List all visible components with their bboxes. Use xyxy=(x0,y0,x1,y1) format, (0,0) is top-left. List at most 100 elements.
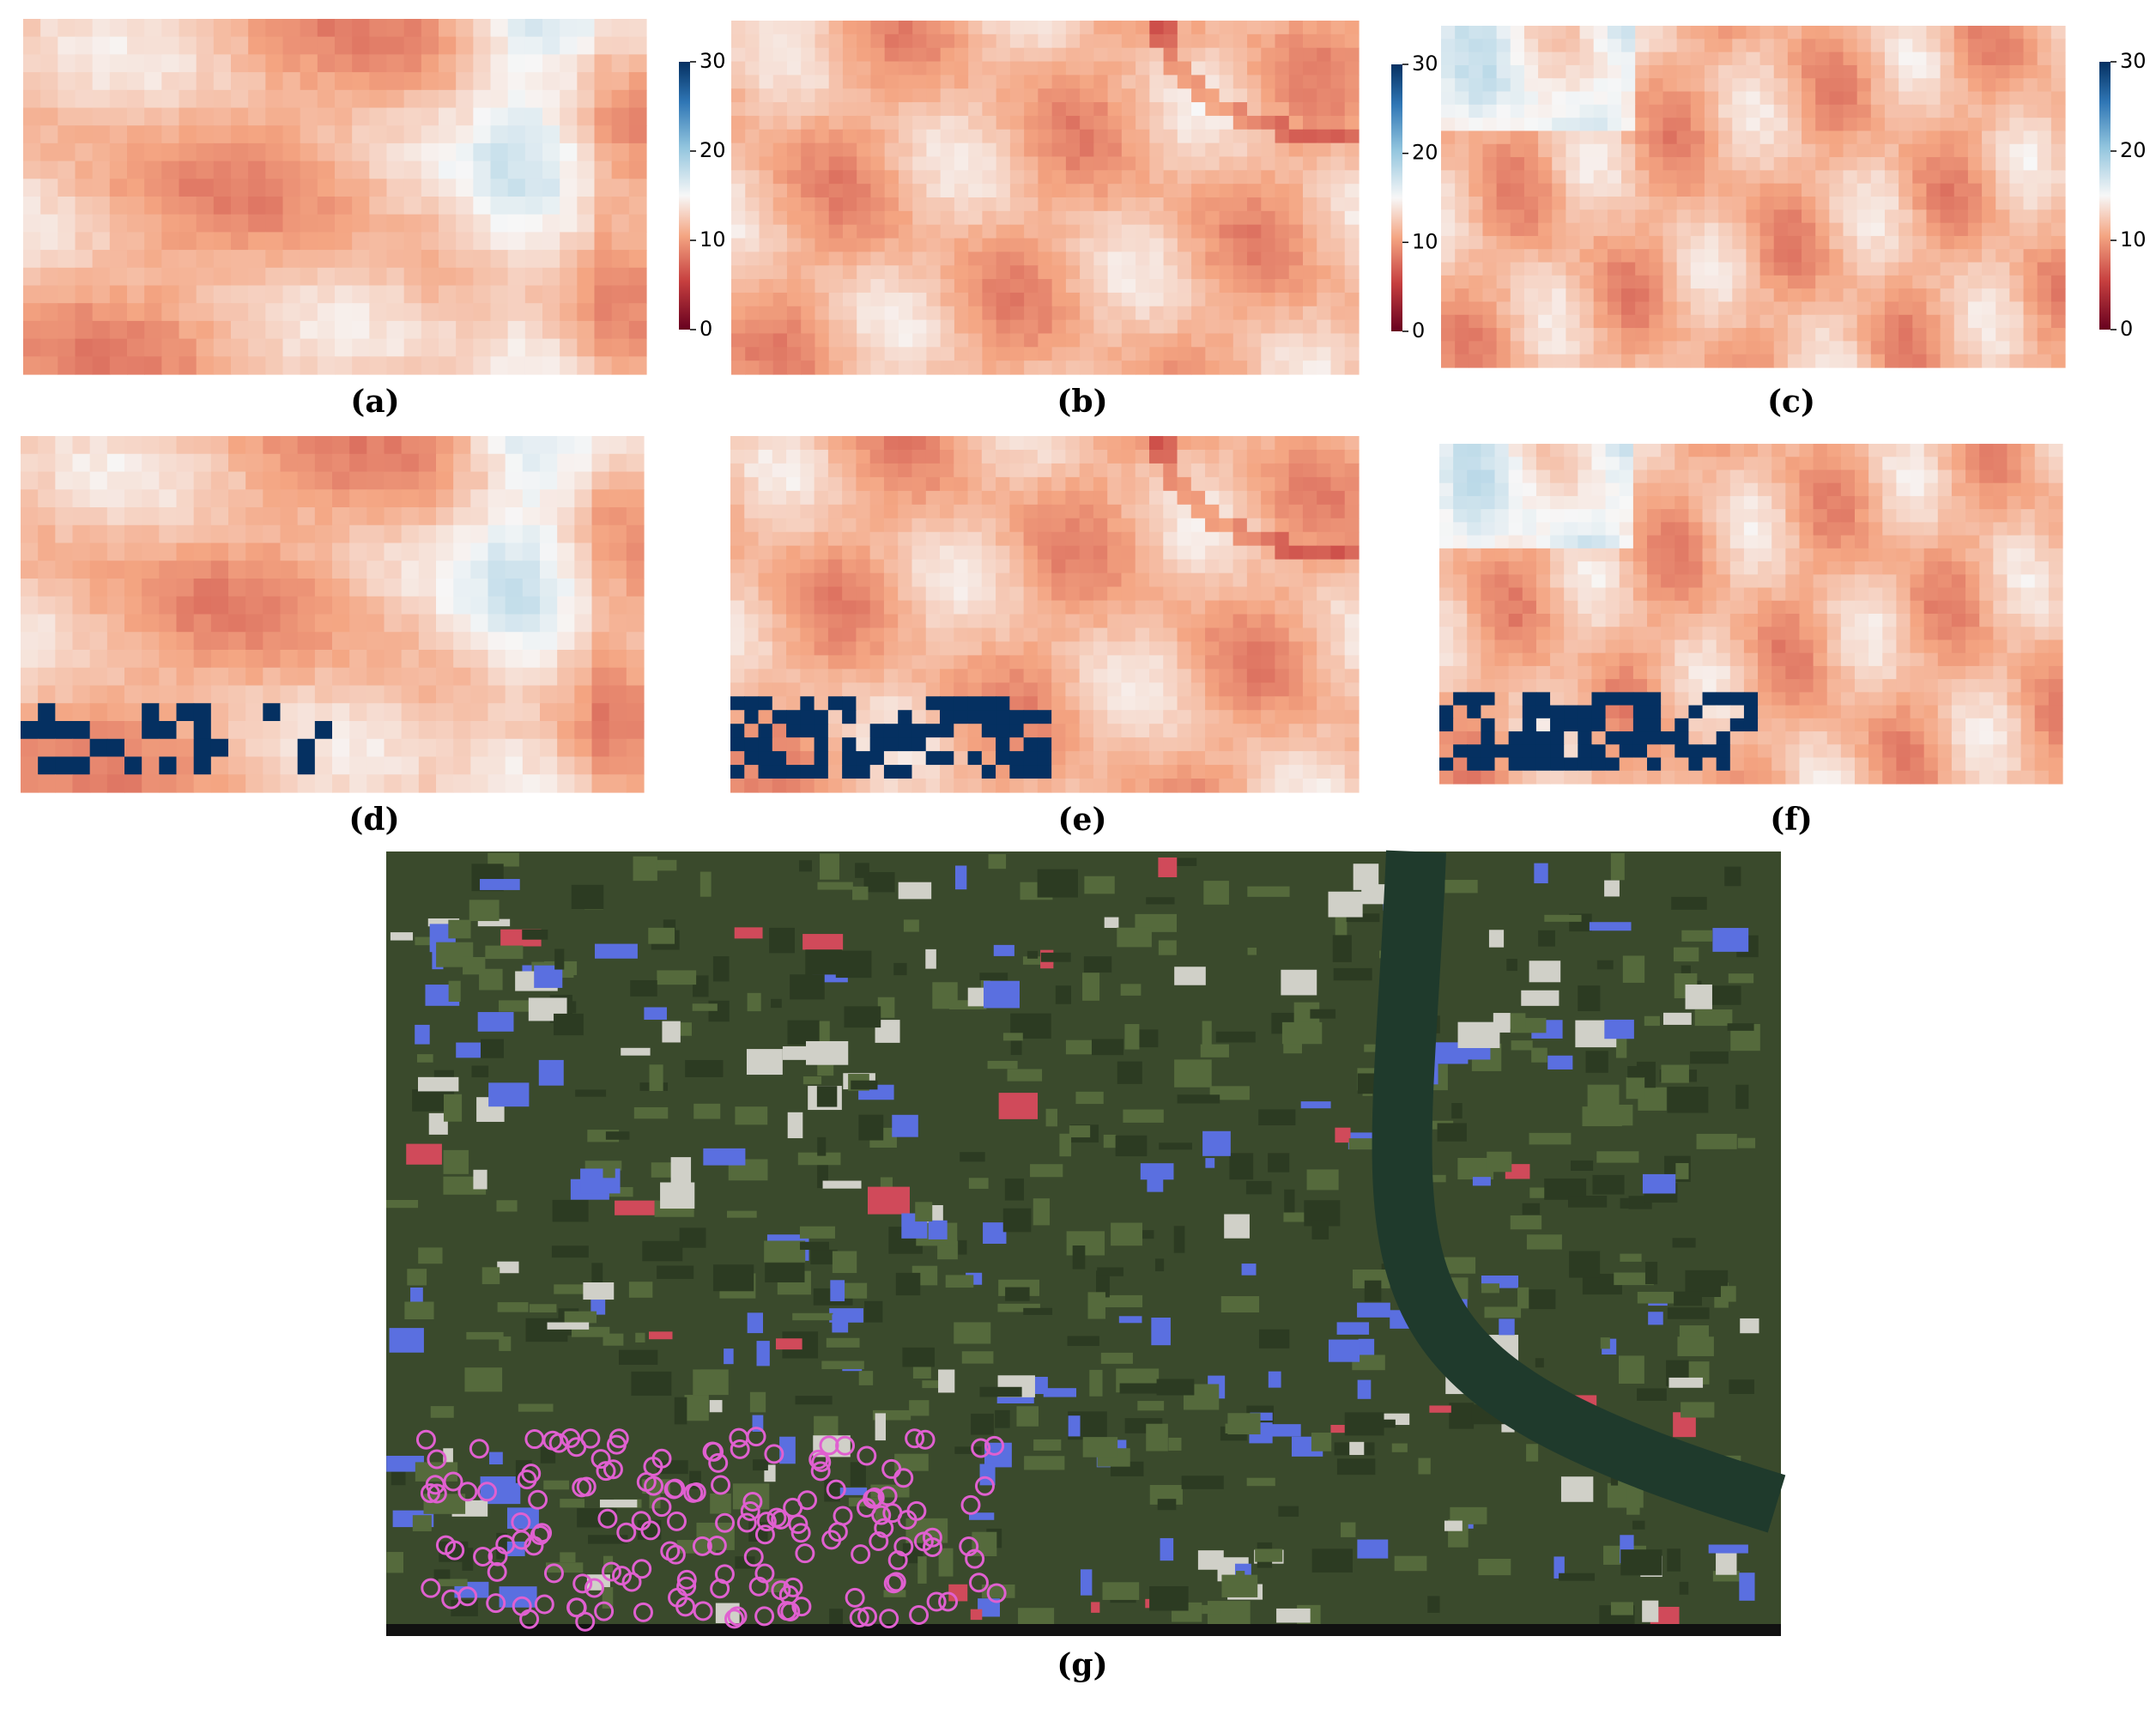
heatmap-cell xyxy=(314,524,333,544)
heatmap-cell xyxy=(1121,724,1136,738)
heatmap-cell xyxy=(870,102,886,117)
heatmap-cell xyxy=(730,600,745,615)
heatmap-cell xyxy=(401,667,420,687)
heatmap-cell xyxy=(954,265,969,280)
heatmap-cell xyxy=(940,682,954,697)
heatmap-cell xyxy=(1149,779,1164,793)
heatmap-cell xyxy=(1136,319,1150,335)
heatmap-cell xyxy=(1009,463,1025,478)
heatmap-cell xyxy=(1121,600,1136,615)
heatmap-cell xyxy=(300,303,318,322)
heatmap xyxy=(23,19,647,375)
heatmap-cell xyxy=(609,650,627,669)
heatmap-cell xyxy=(628,250,647,269)
heatmap-cell xyxy=(352,36,370,55)
heatmap-cell xyxy=(488,453,506,473)
heatmap-cell xyxy=(1996,183,2010,197)
heatmap-cell xyxy=(228,614,246,633)
heatmap-cell xyxy=(1038,142,1053,158)
heatmap-cell xyxy=(507,179,526,197)
heatmap-cell xyxy=(827,504,843,519)
heatmap-cell xyxy=(1593,52,1608,66)
heatmap-cell xyxy=(1038,319,1053,335)
heatmap-cell xyxy=(1190,573,1206,588)
heatmap-cell xyxy=(1121,696,1136,711)
heatmap-cell xyxy=(369,320,388,340)
heatmap-cell xyxy=(1593,235,1608,250)
heatmap-cell xyxy=(1261,436,1275,451)
heatmap-cell xyxy=(1593,130,1608,145)
heatmap-cell xyxy=(1773,157,1789,171)
heatmap-cell xyxy=(1121,710,1136,724)
heatmap-cell xyxy=(213,285,232,304)
heatmap-cell xyxy=(1910,444,1925,458)
heatmap-cell xyxy=(898,224,913,239)
heatmap-cell xyxy=(1232,504,1248,519)
heatmap-cell xyxy=(1746,301,1761,316)
heatmap-cell xyxy=(490,250,509,269)
heatmap-cell xyxy=(505,632,524,651)
heatmap-cell xyxy=(1344,61,1360,76)
heatmap-cell xyxy=(1149,449,1164,464)
heatmap-cell xyxy=(1967,209,1983,224)
heatmap-cell xyxy=(1829,354,1844,368)
heatmap-cell xyxy=(814,614,829,629)
heatmap-cell xyxy=(456,72,474,91)
heatmap-cell xyxy=(609,738,627,758)
heatmap-cell xyxy=(196,72,215,91)
heatmap-cell xyxy=(759,156,774,171)
heatmap-cell xyxy=(626,650,645,669)
heatmap-cell xyxy=(1205,279,1220,294)
heatmap-cell xyxy=(1288,449,1304,464)
heatmap-cell xyxy=(161,214,180,233)
heatmap-cell xyxy=(369,232,388,251)
heatmap-cell xyxy=(869,490,885,506)
heatmap-cell xyxy=(401,507,420,526)
heatmap-cell xyxy=(1621,104,1636,118)
heatmap-cell xyxy=(1787,170,1802,185)
heatmap-cell xyxy=(1107,518,1123,533)
heatmap-cell xyxy=(1718,301,1733,316)
heatmap-cell xyxy=(940,47,955,63)
heatmap-cell xyxy=(505,471,524,490)
heatmap-cell xyxy=(280,614,299,633)
heatmap-cell xyxy=(815,224,830,239)
heatmap-cell xyxy=(92,54,111,73)
heatmap-cell xyxy=(1607,157,1622,171)
heatmap-cell xyxy=(1190,559,1206,574)
heatmap-cell xyxy=(557,561,575,579)
heatmap-cell xyxy=(827,724,843,738)
heatmap-cell xyxy=(744,696,760,711)
heatmap-cell xyxy=(1759,39,1775,53)
heatmap-cell xyxy=(1899,143,1913,158)
heatmap-cell xyxy=(996,306,1011,321)
heatmap-cell xyxy=(940,573,954,588)
heatmap-cell xyxy=(142,632,160,651)
heatmap-cell xyxy=(124,579,142,597)
heatmap-cell xyxy=(1912,26,1928,39)
heatmap-cell xyxy=(759,129,774,144)
heatmap-cell xyxy=(1996,275,2010,289)
heatmap-cell xyxy=(297,596,316,615)
heatmap-cell xyxy=(1926,39,1941,53)
heatmap-cell xyxy=(609,471,627,490)
heatmap-cell xyxy=(1121,75,1136,89)
heatmap-cell xyxy=(522,542,541,561)
heatmap-cell xyxy=(1926,209,1941,224)
heatmap-cell xyxy=(1704,328,1719,342)
heatmap-cell xyxy=(1065,265,1081,280)
heatmap-cell xyxy=(524,303,543,322)
heatmap-cell xyxy=(1177,265,1192,280)
heatmap-cell xyxy=(814,476,829,492)
heatmap-cell xyxy=(213,107,232,126)
heatmap-cell xyxy=(1149,102,1165,117)
heatmap-cell xyxy=(1344,614,1360,629)
heatmap-cell xyxy=(1496,91,1511,106)
heatmap-cell xyxy=(1232,279,1248,294)
heatmap-cell xyxy=(745,102,760,117)
heatmap-cell xyxy=(744,751,760,766)
heatmap-cell xyxy=(884,319,899,335)
heatmap-cell xyxy=(1107,61,1123,76)
heatmap-cell xyxy=(507,54,526,73)
heatmap-cell xyxy=(384,524,403,544)
